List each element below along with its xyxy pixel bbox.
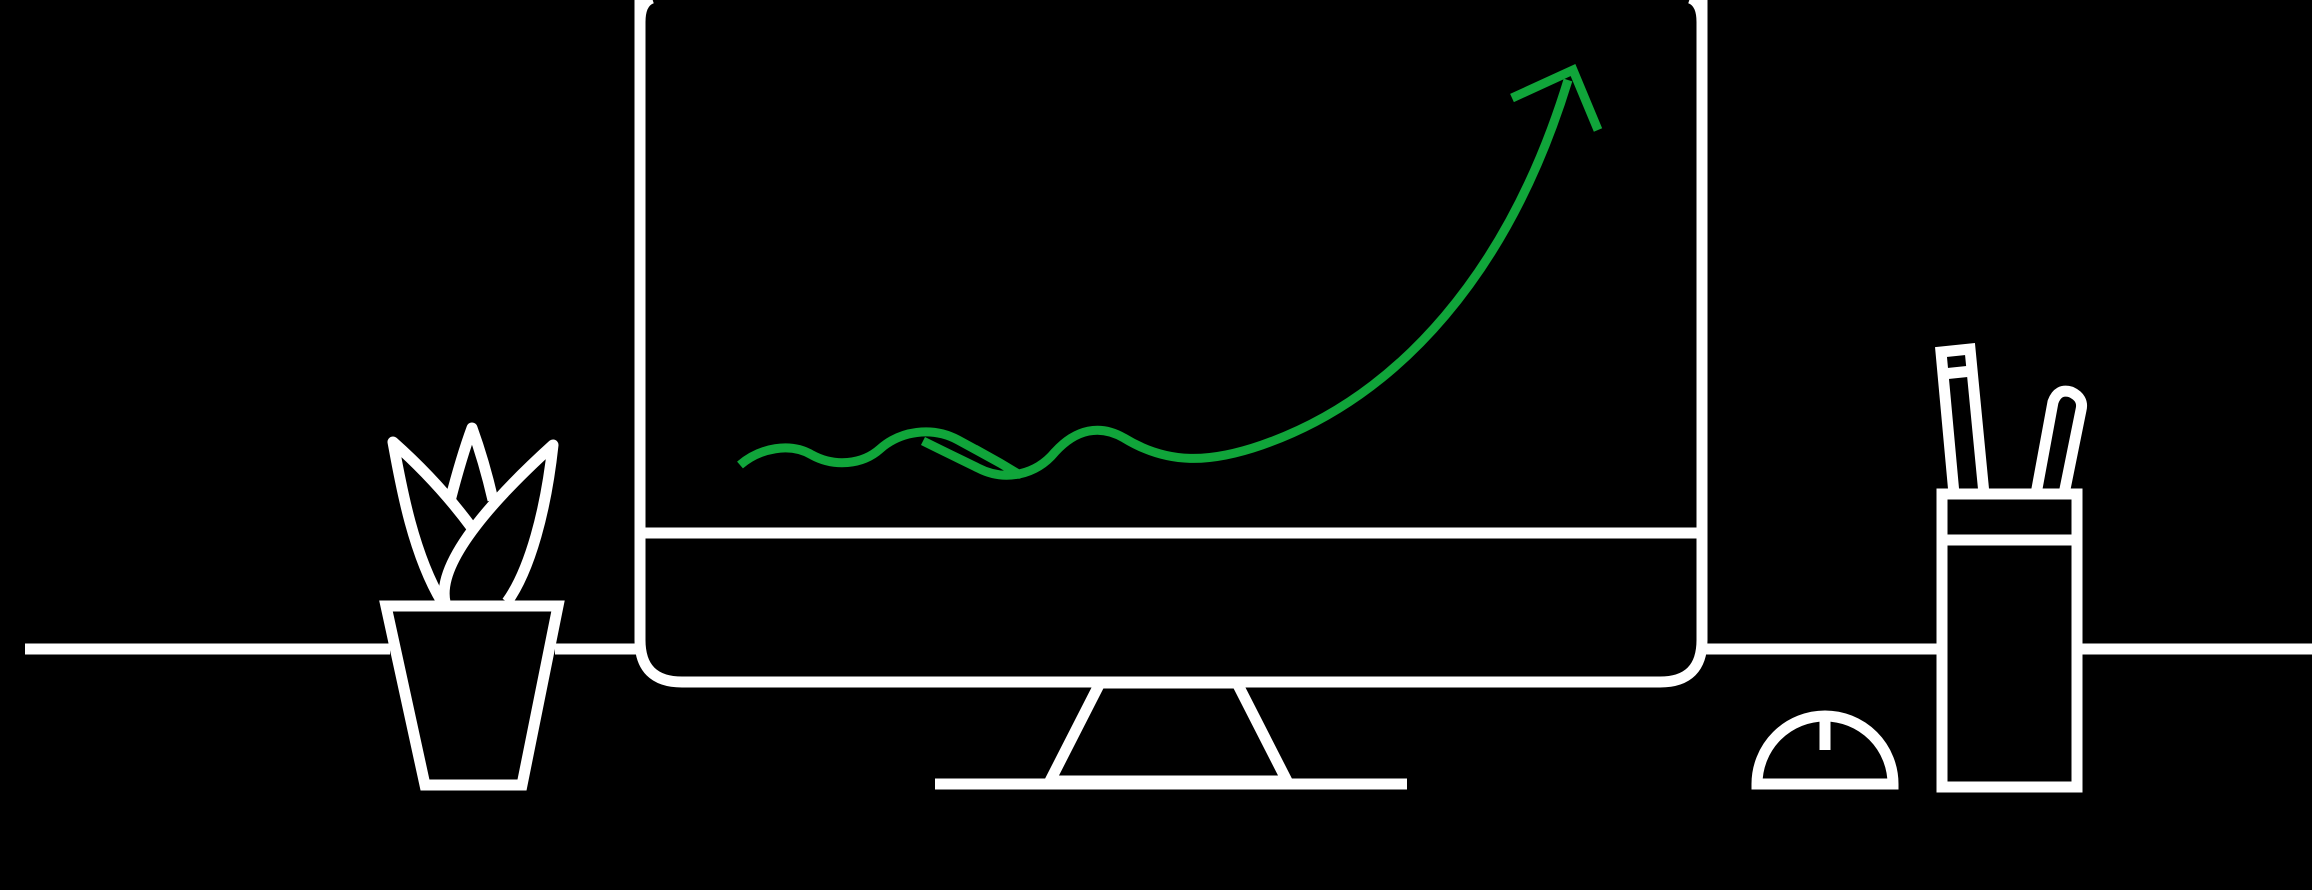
pot xyxy=(379,600,565,791)
monitor-top-corners xyxy=(634,0,1708,23)
leaf-center xyxy=(444,422,499,503)
pencil-icon xyxy=(1935,342,1990,495)
pencil-cup-icon xyxy=(1936,488,2083,793)
pen-icon xyxy=(2030,385,2087,496)
monitor-stand-icon xyxy=(935,677,1407,790)
plant-pot-icon xyxy=(379,422,565,791)
desk-lamp-icon xyxy=(1751,710,1899,790)
monitor-frame xyxy=(634,0,1708,688)
leaf-right xyxy=(438,439,559,606)
leaf-left xyxy=(387,436,477,605)
monitor-icon xyxy=(634,0,1708,688)
trend-arrow-icon xyxy=(737,63,1603,480)
